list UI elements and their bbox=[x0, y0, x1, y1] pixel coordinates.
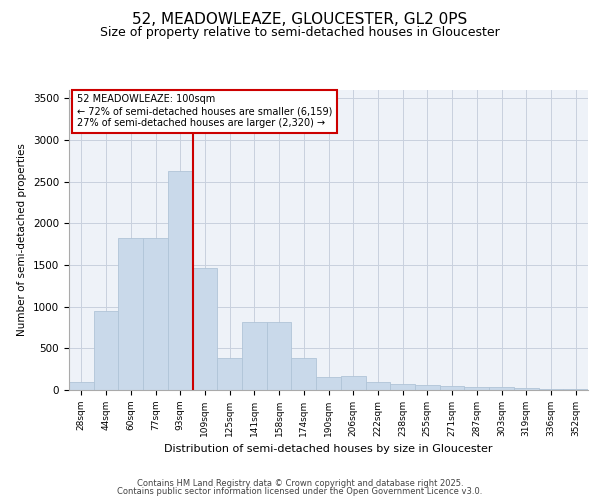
Bar bbox=[316, 376, 341, 390]
Text: 52 MEADOWLEAZE: 100sqm
← 72% of semi-detached houses are smaller (6,159)
27% of : 52 MEADOWLEAZE: 100sqm ← 72% of semi-det… bbox=[77, 94, 332, 128]
Bar bbox=[168, 171, 193, 390]
Text: Contains HM Land Registry data © Crown copyright and database right 2025.: Contains HM Land Registry data © Crown c… bbox=[137, 478, 463, 488]
X-axis label: Distribution of semi-detached houses by size in Gloucester: Distribution of semi-detached houses by … bbox=[164, 444, 493, 454]
Bar bbox=[390, 384, 415, 390]
Bar bbox=[242, 322, 267, 390]
Bar bbox=[415, 386, 440, 390]
Bar bbox=[267, 322, 292, 390]
Bar bbox=[539, 389, 563, 390]
Text: Size of property relative to semi-detached houses in Gloucester: Size of property relative to semi-detach… bbox=[100, 26, 500, 39]
Text: Contains public sector information licensed under the Open Government Licence v3: Contains public sector information licen… bbox=[118, 487, 482, 496]
Bar bbox=[464, 386, 489, 390]
Bar bbox=[118, 238, 143, 390]
Bar bbox=[143, 238, 168, 390]
Bar bbox=[440, 386, 464, 390]
Bar bbox=[489, 387, 514, 390]
Bar bbox=[217, 358, 242, 390]
Bar bbox=[514, 388, 539, 390]
Bar bbox=[292, 358, 316, 390]
Bar bbox=[341, 376, 365, 390]
Text: 52, MEADOWLEAZE, GLOUCESTER, GL2 0PS: 52, MEADOWLEAZE, GLOUCESTER, GL2 0PS bbox=[133, 12, 467, 28]
Bar bbox=[563, 389, 588, 390]
Y-axis label: Number of semi-detached properties: Number of semi-detached properties bbox=[17, 144, 28, 336]
Bar bbox=[69, 382, 94, 390]
Bar bbox=[365, 382, 390, 390]
Bar bbox=[94, 311, 118, 390]
Bar bbox=[193, 268, 217, 390]
